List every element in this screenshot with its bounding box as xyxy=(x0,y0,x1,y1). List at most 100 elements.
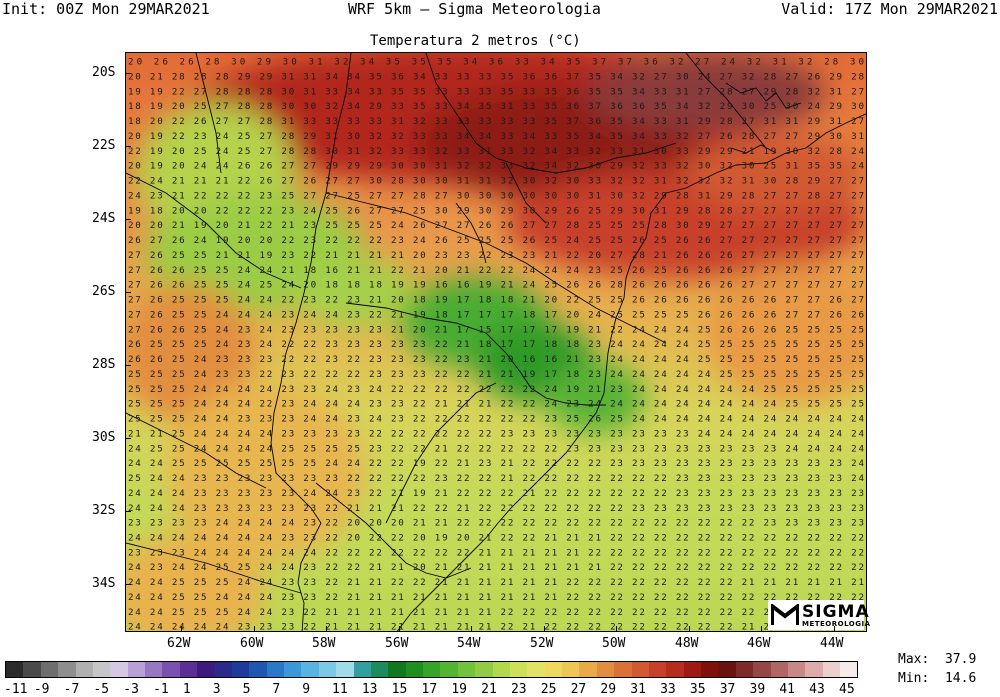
colorbar-segment xyxy=(840,662,858,677)
temperature-row: 27 26 26 25 25 24 24 21 18 16 21 21 22 2… xyxy=(128,265,864,276)
colorbar-segment xyxy=(527,662,545,677)
map-title: Temperatura 2 metros (°C) xyxy=(370,33,581,49)
longitude-label: 62W xyxy=(167,636,191,651)
colorbar-segment xyxy=(249,662,267,677)
logo-name: SIGMA xyxy=(802,602,870,622)
colorbar-segment xyxy=(579,662,597,677)
temperature-row: 20 19 20 24 24 26 26 27 27 29 29 29 30 3… xyxy=(128,161,864,172)
temperature-row: 27 26 26 25 25 24 25 24 20 18 18 18 19 1… xyxy=(128,280,864,291)
colorbar-label: 35 xyxy=(689,682,706,697)
max-label: Max: xyxy=(898,652,930,667)
colorbar-label: 25 xyxy=(540,682,557,697)
colorbar-label: 39 xyxy=(749,682,766,697)
colorbar-segment xyxy=(648,662,667,677)
colorbar-segment xyxy=(214,662,232,677)
colorbar-label: -3 xyxy=(123,682,139,697)
colorbar-segment xyxy=(753,662,771,677)
temperature-row: 18 20 22 26 27 27 28 31 33 33 33 33 31 3… xyxy=(128,116,864,127)
colorbar-label: 1 xyxy=(182,682,191,697)
colorbar-segment xyxy=(197,662,215,677)
colorbar-segment xyxy=(405,662,423,677)
temperature-row: 20 20 21 19 20 21 22 21 23 25 25 25 24 2… xyxy=(128,220,864,231)
colorbar-segment xyxy=(544,662,562,677)
temperature-row: 20 19 22 23 24 25 27 28 29 31 30 32 32 3… xyxy=(128,131,864,142)
colorbar-segment xyxy=(666,662,684,677)
colorbar-segment xyxy=(822,662,840,677)
colorbar-label: 9 xyxy=(302,682,311,697)
longitude-tick xyxy=(761,626,762,632)
colorbar-segment xyxy=(301,662,319,677)
init-time-label: Init: 00Z Mon 29MAR2021 xyxy=(2,0,210,18)
colorbar-label: 37 xyxy=(719,682,736,697)
latitude-tick xyxy=(125,511,131,512)
temperature-field xyxy=(126,53,866,631)
colorbar-segment xyxy=(318,662,337,677)
min-value: 14.6 xyxy=(944,671,977,686)
model-name-label: WRF 5km – Sigma Meteorologia xyxy=(348,0,601,18)
temperature-row: 24 25 25 24 24 24 24 25 25 25 25 23 22 2… xyxy=(128,443,864,454)
colorbar-segment xyxy=(231,662,250,677)
colorbar-segment xyxy=(735,662,754,677)
longitude-tick xyxy=(616,626,617,632)
longitude-tick xyxy=(181,626,182,632)
temperature-row: 24 24 24 24 24 24 24 23 23 22 20 22 22 2… xyxy=(128,532,864,543)
temperature-row: 18 19 20 25 27 28 28 30 30 32 34 29 33 3… xyxy=(128,101,864,112)
temperature-row: 27 26 26 25 24 23 24 23 23 23 23 23 21 2… xyxy=(128,324,864,335)
colorbar-segment xyxy=(423,662,441,677)
colorbar-label: -1 xyxy=(153,682,169,697)
temperature-row: 26 26 25 24 23 23 23 22 22 23 22 23 23 2… xyxy=(128,354,864,365)
sigma-logo: SIGMA METEOROLOGIA xyxy=(768,600,870,630)
temperature-row: 22 24 21 21 21 22 26 27 26 27 27 30 28 3… xyxy=(128,176,864,187)
colorbar-label: 29 xyxy=(600,682,617,697)
longitude-label: 54W xyxy=(457,636,481,651)
colorbar-segment xyxy=(492,662,510,677)
colorbar-segment xyxy=(509,662,528,677)
temperature-row: 24 24 25 25 25 24 24 23 23 22 21 21 22 2… xyxy=(128,577,864,588)
colorbar-segment xyxy=(266,662,284,677)
longitude-tick xyxy=(689,626,690,632)
colorbar-segment xyxy=(92,662,111,677)
temperature-row: 24 23 24 24 25 25 24 24 23 22 22 21 21 2… xyxy=(128,562,864,573)
colorbar-label: 19 xyxy=(451,682,467,697)
colorbar-segment xyxy=(110,662,128,677)
temperature-row: 19 18 20 20 22 22 22 23 24 25 26 27 27 2… xyxy=(128,205,864,216)
temperature-row: 26 25 25 25 24 23 24 22 22 23 23 23 23 2… xyxy=(128,339,864,350)
colorbar xyxy=(5,661,858,678)
colorbar-segment xyxy=(562,662,580,677)
temperature-row: 27 26 25 25 24 24 24 23 24 24 23 22 21 1… xyxy=(128,309,864,320)
colorbar-label: 43 xyxy=(809,682,825,697)
colorbar-segment xyxy=(370,662,389,677)
colorbar-segment xyxy=(145,662,163,677)
colorbar-label: 15 xyxy=(391,682,408,697)
longitude-label: 46W xyxy=(747,636,771,651)
latitude-label: 34S xyxy=(92,576,116,591)
temperature-row: 27 26 25 25 21 21 19 23 22 21 21 21 21 2… xyxy=(128,250,864,261)
colorbar-label: 5 xyxy=(242,682,251,697)
colorbar-label: 33 xyxy=(660,682,676,697)
latitude-label: 28S xyxy=(92,357,116,372)
colorbar-label: -7 xyxy=(63,682,80,697)
colorbar-segment xyxy=(40,662,59,677)
min-label: Min: xyxy=(898,671,930,686)
temperature-row: 21 21 25 24 24 24 24 23 23 23 23 22 22 2… xyxy=(128,428,864,439)
max-value: 37.9 xyxy=(944,652,977,667)
latitude-label: 30S xyxy=(92,430,116,445)
latitude-label: 24S xyxy=(92,211,116,226)
colorbar-label: 31 xyxy=(630,682,646,697)
longitude-label: 50W xyxy=(602,636,626,651)
colorbar-segment xyxy=(614,662,632,677)
colorbar-label: 45 xyxy=(839,682,855,697)
longitude-tick xyxy=(471,626,472,632)
temperature-map[interactable]: 20 26 26 28 30 29 30 31 32 34 35 35 35 3… xyxy=(125,52,867,632)
colorbar-segment xyxy=(718,662,736,677)
min-stat: Min: 14.6 xyxy=(898,671,976,686)
longitude-tick xyxy=(399,626,400,632)
colorbar-segment xyxy=(58,662,76,677)
longitude-tick xyxy=(254,626,255,632)
temperature-row: 24 24 24 23 23 23 23 23 23 22 21 21 21 2… xyxy=(128,503,864,514)
colorbar-segment xyxy=(353,662,371,677)
temperature-row: 27 26 25 25 25 24 24 22 23 22 23 21 20 1… xyxy=(128,295,864,306)
temperature-row: 25 25 25 24 24 24 24 23 23 24 23 24 22 2… xyxy=(128,384,864,395)
longitude-tick xyxy=(834,626,835,632)
colorbar-segment xyxy=(162,662,180,677)
